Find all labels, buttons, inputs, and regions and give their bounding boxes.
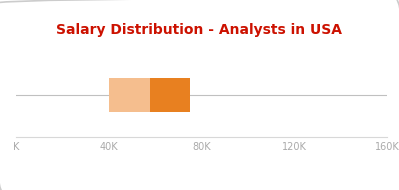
Bar [150, 78, 190, 112]
Bar [109, 78, 150, 112]
Text: Salary Distribution - Analysts in USA: Salary Distribution - Analysts in USA [57, 23, 342, 37]
